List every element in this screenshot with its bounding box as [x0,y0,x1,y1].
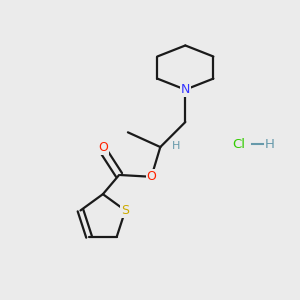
Text: O: O [98,141,108,154]
Text: H: H [172,141,180,151]
Text: Cl: Cl [232,138,245,151]
Text: O: O [146,170,156,183]
Text: S: S [121,204,129,217]
Text: N: N [181,83,190,96]
Text: H: H [265,138,275,151]
